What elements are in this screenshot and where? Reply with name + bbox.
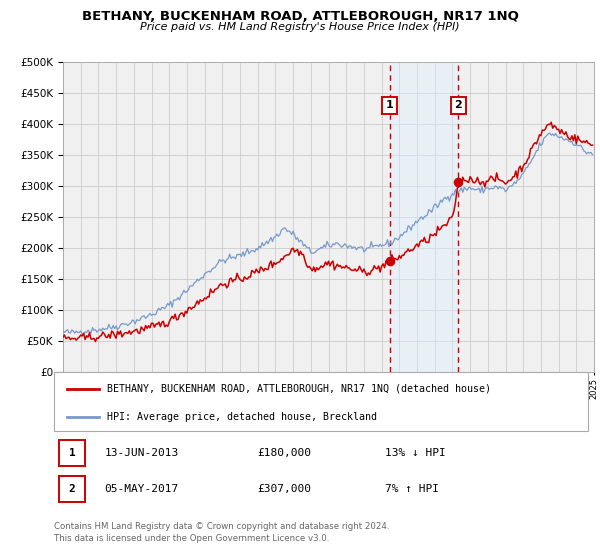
Text: 05-MAY-2017: 05-MAY-2017 [105, 484, 179, 494]
Text: 1: 1 [69, 448, 76, 458]
Bar [389, 62, 458, 372]
Bar [59, 476, 85, 502]
Text: This data is licensed under the Open Government Licence v3.0.: This data is licensed under the Open Gov… [54, 534, 329, 543]
Point [454, 177, 463, 186]
Text: 13-JUN-2013: 13-JUN-2013 [105, 448, 179, 458]
Text: Contains HM Land Registry data © Crown copyright and database right 2024.: Contains HM Land Registry data © Crown c… [54, 522, 389, 531]
Text: 2: 2 [69, 484, 76, 494]
Text: Price paid vs. HM Land Registry's House Price Index (HPI): Price paid vs. HM Land Registry's House … [140, 22, 460, 32]
Text: 2: 2 [455, 100, 462, 110]
Text: £180,000: £180,000 [257, 448, 311, 458]
Text: HPI: Average price, detached house, Breckland: HPI: Average price, detached house, Brec… [107, 412, 377, 422]
Text: 7% ↑ HPI: 7% ↑ HPI [385, 484, 439, 494]
Point [385, 256, 394, 265]
Text: BETHANY, BUCKENHAM ROAD, ATTLEBOROUGH, NR17 1NQ: BETHANY, BUCKENHAM ROAD, ATTLEBOROUGH, N… [82, 10, 518, 23]
Bar [59, 440, 85, 466]
Text: 1: 1 [386, 100, 394, 110]
Text: £307,000: £307,000 [257, 484, 311, 494]
Text: BETHANY, BUCKENHAM ROAD, ATTLEBOROUGH, NR17 1NQ (detached house): BETHANY, BUCKENHAM ROAD, ATTLEBOROUGH, N… [107, 384, 491, 394]
Text: 13% ↓ HPI: 13% ↓ HPI [385, 448, 446, 458]
